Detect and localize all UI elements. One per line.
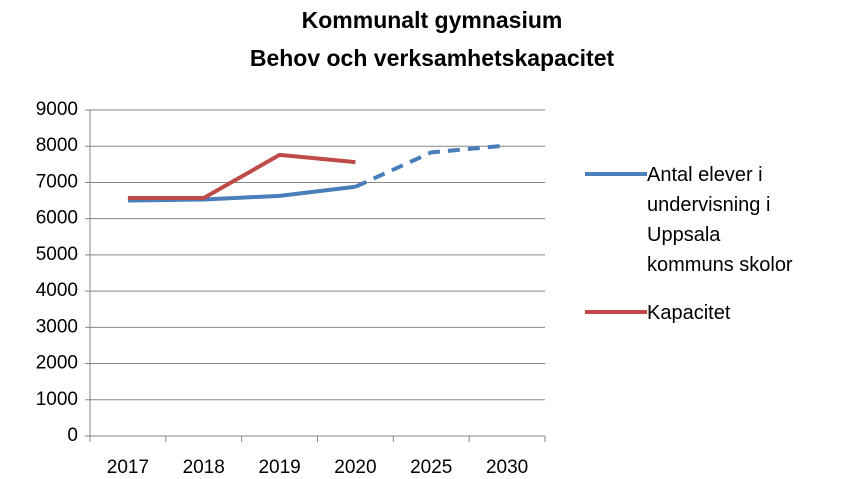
chart-title: Behov och verksamhetskapacitet: [250, 45, 615, 71]
series-line-dashed: [354, 143, 508, 189]
x-tick-label: 2018: [183, 457, 225, 478]
y-tick-label: 5000: [36, 244, 78, 265]
legend-item: Antal elever i undervisning i Uppsala ko…: [585, 160, 805, 280]
y-tick-label: 1000: [36, 389, 78, 410]
x-tick-label: 2030: [486, 457, 528, 478]
y-tick-label: 2000: [36, 353, 78, 374]
x-tick-label: 2020: [334, 457, 376, 478]
y-tick-label: 6000: [36, 208, 78, 229]
x-tick-label: 2025: [410, 457, 452, 478]
y-tick-label: 0: [67, 425, 78, 446]
series-line: [127, 152, 356, 201]
legend-label: Kapacitet: [647, 302, 731, 324]
y-tick-label: 7000: [36, 171, 78, 192]
legend-label: Antal elever i undervisning i Uppsala ko…: [647, 164, 793, 276]
legend: Antal elever i undervisning i Uppsala ko…: [585, 160, 805, 346]
y-tick-label: 4000: [36, 280, 78, 301]
x-tick-label: 2017: [107, 457, 149, 478]
y-tick-label: 8000: [36, 135, 78, 156]
legend-item: Kapacitet: [585, 298, 805, 328]
legend-swatch: [585, 172, 647, 176]
legend-swatch: [585, 310, 647, 314]
y-tick-label: 9000: [36, 99, 78, 120]
chart-title: Kommunalt gymnasium: [302, 7, 563, 33]
y-tick-label: 3000: [36, 316, 78, 337]
x-tick-label: 2019: [258, 457, 300, 478]
